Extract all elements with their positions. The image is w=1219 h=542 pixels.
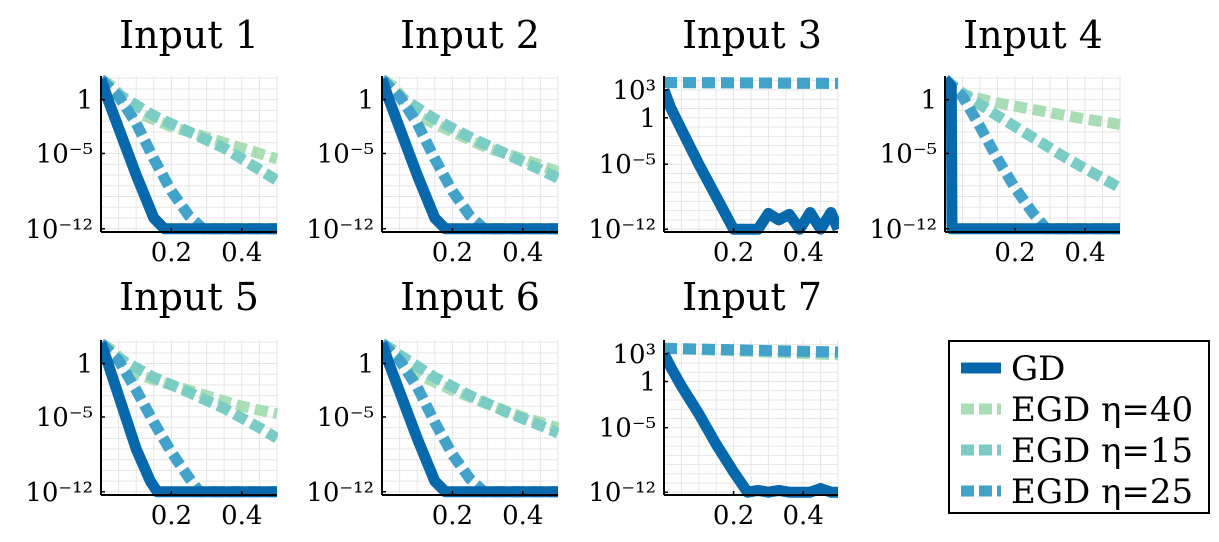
x-tick-label: 0.2 (713, 501, 754, 531)
x-tick-label: 0.4 (221, 501, 262, 531)
y-tick-label: 1 (76, 350, 93, 380)
x-tick-label: 0.2 (713, 238, 754, 268)
series-line-gd (382, 341, 558, 498)
x-tick-label: 0.2 (151, 238, 192, 268)
series-group (945, 74, 1121, 235)
series-group (382, 74, 559, 235)
y-tick-label: 10⁻¹² (25, 215, 93, 245)
series-group (664, 77, 839, 235)
panel-4: 0.2 0.4 1 10⁻⁵ 10⁻¹² (869, 74, 1121, 268)
y-tick-label: 10⁻¹² (25, 478, 93, 508)
x-tick-label: 0.4 (502, 238, 543, 268)
series-line-gd (101, 341, 277, 498)
x-tick-label: 0.4 (783, 238, 824, 268)
x-tick-label: 0.4 (221, 238, 262, 268)
panel-title-5: Input 5 (119, 275, 259, 319)
y-tick-label: 1 (920, 86, 937, 116)
series-line-gd (945, 75, 1120, 235)
panel-5: 0.2 0.4 1 10⁻⁵ 10⁻¹² (25, 338, 278, 531)
panel-6: 0.2 0.4 1 10⁻⁵ 10⁻¹² (306, 338, 559, 531)
panel-2: 0.2 0.4 1 10⁻⁵ 10⁻¹² (306, 74, 559, 268)
y-tick-label: 1 (76, 86, 93, 116)
y-tick-label: 10⁻¹² (588, 478, 656, 508)
series-group (382, 338, 559, 498)
legend-label-egd-15: EGD η=15 (1011, 431, 1193, 471)
y-tick-label: 10⁻⁵ (317, 403, 374, 433)
y-tick-label: 10⁻⁵ (599, 414, 656, 444)
x-tick-label: 0.4 (783, 501, 824, 531)
y-tick-label: 1 (639, 104, 656, 134)
series-group (101, 338, 278, 498)
y-tick-label: 10⁻⁵ (36, 403, 93, 433)
series-group (664, 342, 839, 498)
y-tick-label: 1 (639, 368, 656, 398)
x-tick-label: 0.4 (1064, 238, 1105, 268)
legend: GD EGD η=40 EGD η=15 EGD η=25 (948, 340, 1210, 514)
series-line-gd (664, 87, 839, 235)
panel-title-1: Input 1 (119, 13, 259, 57)
x-tick-label: 0.2 (432, 238, 473, 268)
y-tick-label: 10⁻⁵ (36, 139, 93, 169)
series-line-gd (101, 77, 277, 235)
panel-title-6: Input 6 (400, 275, 540, 319)
panel-title-4: Input 4 (963, 13, 1103, 57)
y-tick-label: 10³ (612, 340, 656, 370)
legend-label-egd-40: EGD η=40 (1011, 390, 1193, 430)
y-tick-label: 10⁻¹² (306, 215, 374, 245)
y-tick-label: 10⁻¹² (588, 215, 656, 245)
series-line-egd-25 (664, 342, 839, 358)
series-group (101, 74, 278, 235)
panel-1: 0.2 0.4 1 10⁻⁵ 10⁻¹² (25, 74, 278, 268)
panel-title-3: Input 3 (682, 13, 822, 57)
x-tick-label: 0.2 (994, 238, 1035, 268)
y-tick-label: 10⁻¹² (869, 215, 937, 245)
y-tick-label: 1 (357, 86, 374, 116)
series-line-egd-25 (664, 77, 839, 89)
series-line-gd (382, 77, 558, 235)
y-tick-label: 1 (357, 350, 374, 380)
series-line-gd (664, 351, 838, 498)
x-tick-label: 0.2 (151, 501, 192, 531)
panel-title-2: Input 2 (400, 13, 540, 57)
y-tick-label: 10⁻¹² (306, 478, 374, 508)
panel-title-7: Input 7 (682, 275, 822, 319)
y-tick-label: 10⁻⁵ (317, 139, 374, 169)
x-tick-label: 0.2 (432, 501, 473, 531)
legend-label-egd-25: EGD η=25 (1011, 472, 1193, 512)
legend-label-gd: GD (1011, 349, 1065, 389)
y-tick-label: 10⁻⁵ (599, 150, 656, 180)
x-tick-label: 0.4 (502, 501, 543, 531)
y-tick-label: 10⁻⁵ (880, 139, 937, 169)
y-tick-label: 10³ (612, 76, 656, 106)
